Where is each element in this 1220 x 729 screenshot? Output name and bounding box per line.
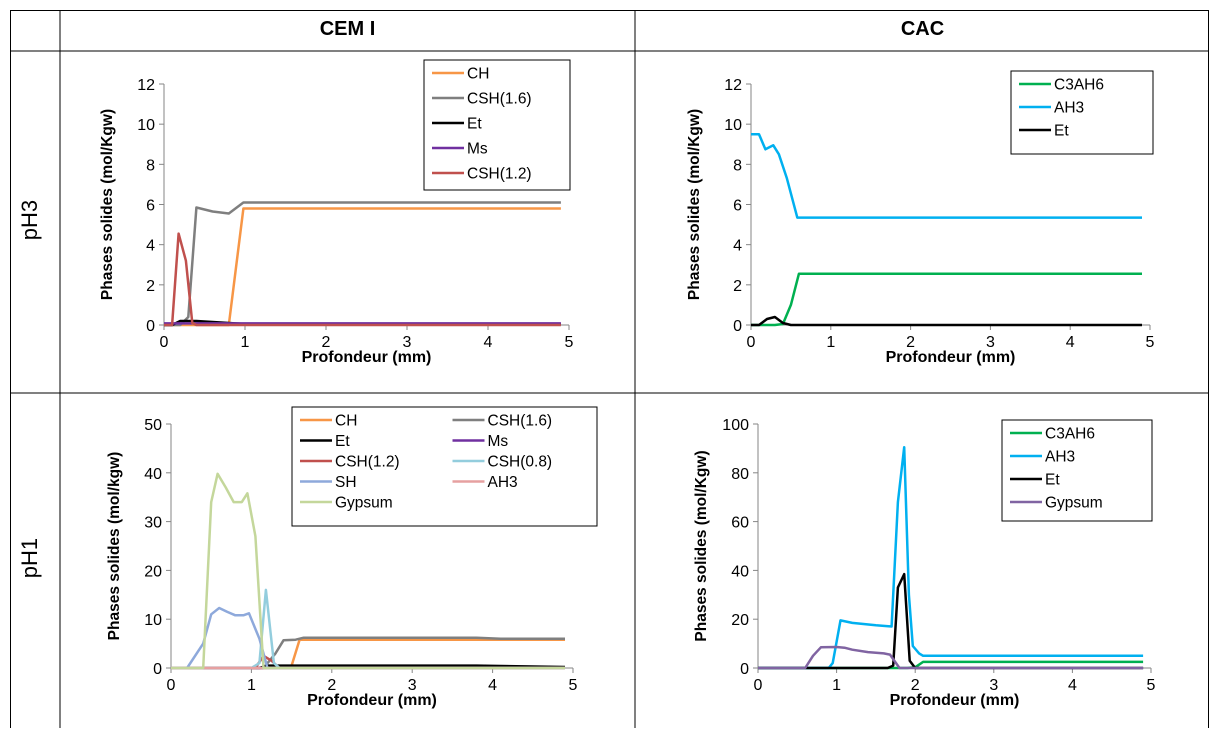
y-tick-label: 4 [733, 238, 742, 255]
y-axis-title: Phases solides (mol/Kgw) [99, 109, 116, 300]
column-header-cem: CEM I [60, 18, 635, 41]
y-axis-title: Phases solides (mol/kgw) [106, 452, 123, 641]
y-tick-label: 20 [144, 563, 162, 580]
series-line-csh-1-6- [171, 638, 565, 668]
x-tick-label: 0 [167, 677, 176, 694]
y-tick-label: 30 [144, 515, 162, 532]
y-axis-title: Phases solides (mol/Kgw) [686, 109, 703, 300]
legend-label: CSH(0.8) [488, 454, 553, 471]
series-line-ch [171, 640, 565, 668]
row-label-ph3: pH3 [17, 196, 43, 244]
series-line-csh-0-8- [171, 590, 565, 668]
series-line-ch [164, 209, 561, 326]
legend-label: Ms [488, 433, 509, 450]
x-tick-label: 0 [754, 677, 763, 694]
legend-label: Et [335, 433, 350, 450]
series-line-csh-1-2- [164, 234, 561, 325]
y-tick-label: 40 [731, 563, 749, 580]
legend-label: C3AH6 [1054, 77, 1104, 94]
y-tick-label: 6 [146, 198, 155, 215]
legend-label: AH3 [488, 474, 518, 491]
x-tick-label: 5 [569, 677, 578, 694]
row-label-ph1: pH1 [17, 534, 43, 582]
x-tick-label: 1 [826, 334, 835, 351]
y-tick-label: 0 [740, 661, 749, 678]
series-line-et [751, 317, 1142, 325]
x-axis-title: Profondeur (mm) [302, 349, 432, 366]
x-tick-label: 4 [1068, 677, 1077, 694]
chart-cem-ph1: 0 10 20 30 40 50 0 1 2 3 4 5 Profondeur (mm) Phases s… [62, 400, 624, 726]
legend-label: AH3 [1045, 449, 1075, 466]
y-tick-label: 40 [144, 466, 162, 483]
y-tick-label: 80 [731, 466, 749, 483]
y-tick-label: 10 [144, 612, 162, 629]
y-tick-label: 2 [733, 278, 742, 295]
y-tick-label: 0 [146, 318, 155, 335]
x-axis-title: Profondeur (mm) [886, 349, 1016, 366]
y-tick-label: 4 [146, 238, 155, 255]
x-tick-label: 5 [1147, 677, 1156, 694]
y-tick-label: 0 [733, 318, 742, 335]
y-tick-label: 12 [724, 77, 742, 94]
y-axis-title: Phases solides (mol/Kgw) [693, 450, 710, 641]
x-tick-label: 1 [247, 677, 256, 694]
column-header-cac: CAC [635, 18, 1210, 41]
y-tick-label: 8 [733, 157, 742, 174]
legend-label: Et [1054, 123, 1069, 140]
legend-label: C3AH6 [1045, 426, 1095, 443]
legend-label: SH [335, 474, 357, 491]
x-tick-label: 4 [1066, 334, 1075, 351]
chart-cac-ph1: 0 20 40 60 80 100 0 1 2 3 4 5 Profondeur (mm) Phases … [638, 400, 1200, 726]
legend-label: Gypsum [335, 495, 393, 512]
x-tick-label: 4 [488, 677, 497, 694]
x-tick-label: 1 [241, 334, 250, 351]
x-tick-label: 5 [565, 334, 574, 351]
legend-label: CSH(1.6) [488, 413, 553, 430]
y-tick-label: 60 [731, 515, 749, 532]
x-tick-label: 0 [747, 334, 756, 351]
y-tick-label: 20 [731, 612, 749, 629]
y-tick-label: 6 [733, 198, 742, 215]
legend-label: CSH(1.6) [467, 91, 532, 108]
legend-label: Et [467, 116, 482, 133]
y-tick-label: 12 [137, 77, 155, 94]
y-tick-label: 0 [153, 661, 162, 678]
y-tick-label: 50 [144, 417, 162, 434]
y-tick-label: 2 [146, 278, 155, 295]
y-tick-label: 10 [724, 117, 742, 134]
x-tick-label: 4 [484, 334, 493, 351]
legend-label: CSH(1.2) [335, 454, 400, 471]
x-axis-title: Profondeur (mm) [307, 692, 437, 709]
legend-label: AH3 [1054, 100, 1084, 117]
legend-label: CSH(1.2) [467, 166, 532, 183]
legend-label: CH [467, 66, 489, 83]
legend-label: Gypsum [1045, 495, 1103, 512]
series-line-csh-1-6- [164, 203, 561, 326]
series-line-gypsum [758, 647, 1143, 668]
y-tick-label: 10 [137, 117, 155, 134]
x-tick-label: 1 [832, 677, 841, 694]
x-tick-label: 0 [160, 334, 169, 351]
legend-label: Et [1045, 472, 1060, 489]
x-tick-label: 5 [1146, 334, 1155, 351]
legend-label: Ms [467, 141, 488, 158]
legend-label: CH [335, 413, 357, 430]
x-axis-title: Profondeur (mm) [890, 692, 1020, 709]
series-line-c3ah6 [751, 274, 1142, 325]
y-tick-label: 8 [146, 157, 155, 174]
y-tick-label: 100 [722, 417, 749, 434]
